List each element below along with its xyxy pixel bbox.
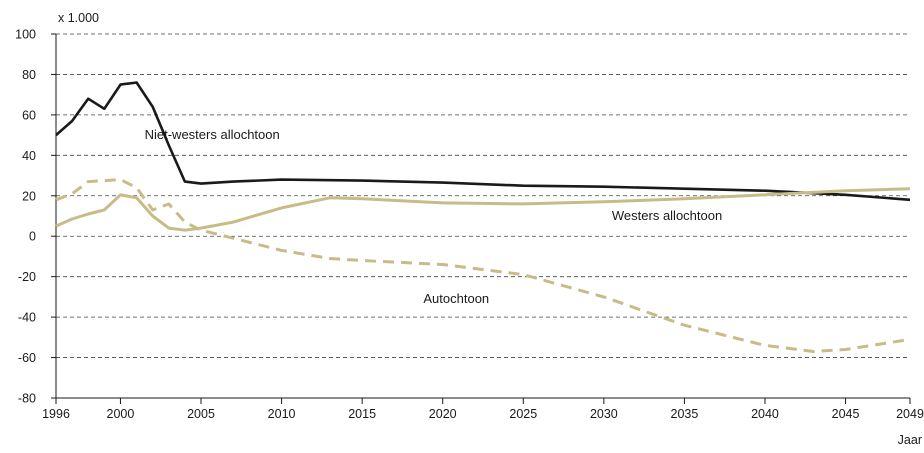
y-tick-label: 100 [15, 28, 36, 42]
y-tick-label: 80 [22, 68, 36, 82]
x-tick-label: 1996 [42, 407, 70, 421]
x-tick-label: 2000 [107, 407, 135, 421]
unit-label: x 1.000 [58, 11, 99, 25]
y-tick-label: -20 [18, 270, 36, 284]
x-tick-label: 2010 [268, 407, 296, 421]
y-tick-label: 40 [22, 149, 36, 163]
series-label-westers-allochtoon: Westers allochtoon [612, 208, 722, 223]
x-tick-label: 2025 [509, 407, 537, 421]
x-tick-label: 2030 [590, 407, 618, 421]
series-label-autochtoon: Autochtoon [423, 291, 489, 306]
x-tick-label: 2015 [348, 407, 376, 421]
x-tick-label: 2035 [671, 407, 699, 421]
x-tick-label: 2005 [187, 407, 215, 421]
gridlines [56, 33, 910, 358]
series-line-autochtoon [55, 178, 911, 353]
y-tick-label: -80 [18, 392, 36, 406]
y-tick-label: -60 [18, 351, 36, 365]
series-line-westers-allochtoon [55, 187, 911, 232]
x-axis-title: Jaar [898, 433, 922, 447]
x-tick-label: 2045 [832, 407, 860, 421]
y-tick-label: 0 [29, 230, 36, 244]
series-label-niet-westers-allochtoon: Niet-westers allochtoon [145, 127, 280, 142]
y-tick-label: 60 [22, 108, 36, 122]
series-lines [55, 81, 911, 353]
x-tick-label: 2049 [896, 407, 924, 421]
y-tick-label: 20 [22, 189, 36, 203]
x-tick-label: 2020 [429, 407, 457, 421]
y-tick-label: -40 [18, 311, 36, 325]
series-line-niet-westers-allochtoon [55, 81, 911, 202]
axes [51, 33, 911, 404]
x-tick-label: 2040 [751, 407, 779, 421]
